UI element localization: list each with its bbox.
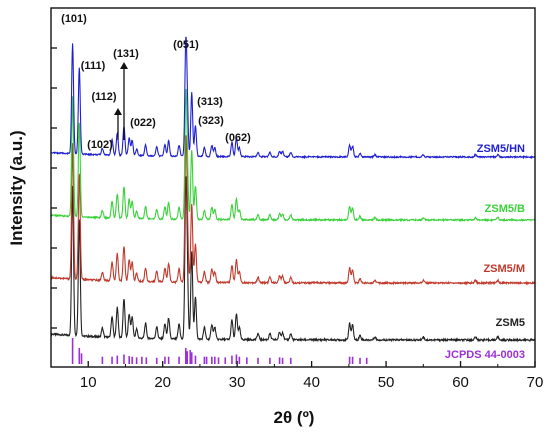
peak-label: (131) <box>113 48 139 60</box>
annotation-arrowhead <box>120 62 128 69</box>
x-tick-label: 30 <box>229 374 246 391</box>
trace-zsm5-b <box>51 88 536 223</box>
peak-annotations: (101) (111) (131) (112) (022) (102) (051) (313)… <box>61 13 251 151</box>
series-label: ZSM5/M <box>483 263 525 275</box>
series-label: ZSM5/B <box>485 203 525 215</box>
x-tick-label: 70 <box>527 374 544 391</box>
peak-label: (062) <box>225 132 251 144</box>
plot-frame <box>50 7 536 368</box>
trace-zsm5-hn <box>50 36 536 160</box>
y-axis-title: Intensity (a.u.) <box>7 130 26 245</box>
peak-label: (111) <box>81 60 106 72</box>
peak-label: (323) <box>198 115 224 127</box>
peak-label: (313) <box>197 96 223 108</box>
peak-label: (051) <box>173 39 199 51</box>
annotation-arrowhead <box>114 108 122 115</box>
series-labels: ZSM5 ZSM5/M ZSM5/B ZSM5/HN JCPDS 44-0003 <box>445 143 525 361</box>
xrd-traces <box>50 36 536 343</box>
peak-label: (102) <box>87 139 113 151</box>
series-label: ZSM5/HN <box>477 143 525 155</box>
peak-label: (022) <box>130 117 156 129</box>
x-tick-label: 40 <box>303 374 320 391</box>
peak-label: (101) <box>61 13 87 25</box>
x-tick-label: 50 <box>378 374 395 391</box>
x-tick-label: 10 <box>80 374 97 391</box>
axis-ticks: 10 20 30 40 50 60 70 <box>50 47 544 391</box>
x-axis-title: 2θ (º) <box>274 408 315 427</box>
reference-label: JCPDS 44-0003 <box>445 349 525 361</box>
peak-label: (112) <box>91 91 116 103</box>
trace-zsm5 <box>50 176 536 343</box>
trace-zsm5-m <box>50 135 536 286</box>
x-tick-label: 20 <box>154 374 171 391</box>
annotation-arrows <box>114 62 128 140</box>
reference-bars <box>71 338 368 364</box>
series-label: ZSM5 <box>496 317 525 329</box>
x-tick-label: 60 <box>452 374 469 391</box>
